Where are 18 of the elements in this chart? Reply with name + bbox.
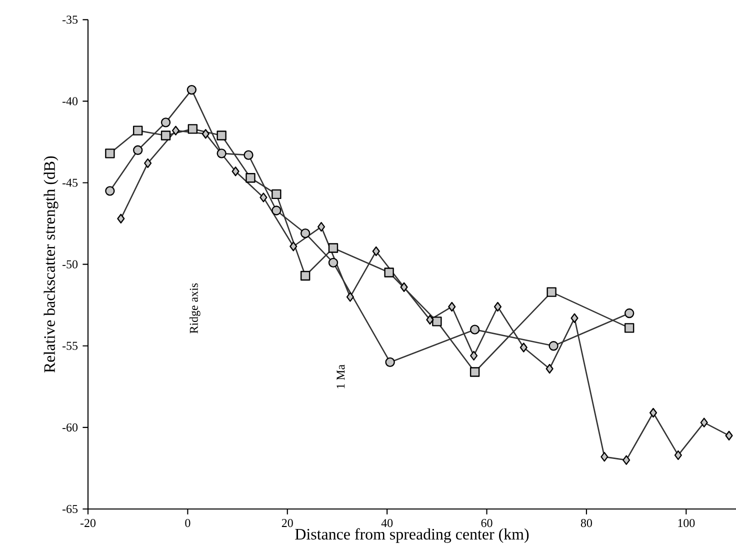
y-tick-label: -40 (62, 97, 78, 106)
y-tick-label: -65 (62, 504, 78, 514)
x-axis-title: Distance from spreading center (km) (295, 528, 529, 543)
annotation: Ridge axis (189, 283, 200, 334)
x-tick-label: 40 (381, 519, 393, 528)
x-tick-label: 0 (185, 519, 190, 528)
x-tick-label: 100 (678, 519, 695, 528)
y-tick-label: -35 (62, 16, 78, 24)
x-tick-label: 80 (580, 519, 592, 528)
x-tick-label: -20 (80, 519, 96, 528)
annotation: 1 Ma (336, 364, 345, 388)
x-tick-label: 20 (282, 519, 293, 528)
y-tick-label: -50 (62, 260, 78, 268)
y-axis-title: Relative backscatter strength (dB) (44, 156, 58, 373)
x-tick-label: 60 (481, 519, 492, 528)
y-tick-label: -60 (62, 423, 78, 432)
y-tick-label: -55 (62, 342, 78, 350)
y-tick-label: -45 (62, 178, 78, 187)
